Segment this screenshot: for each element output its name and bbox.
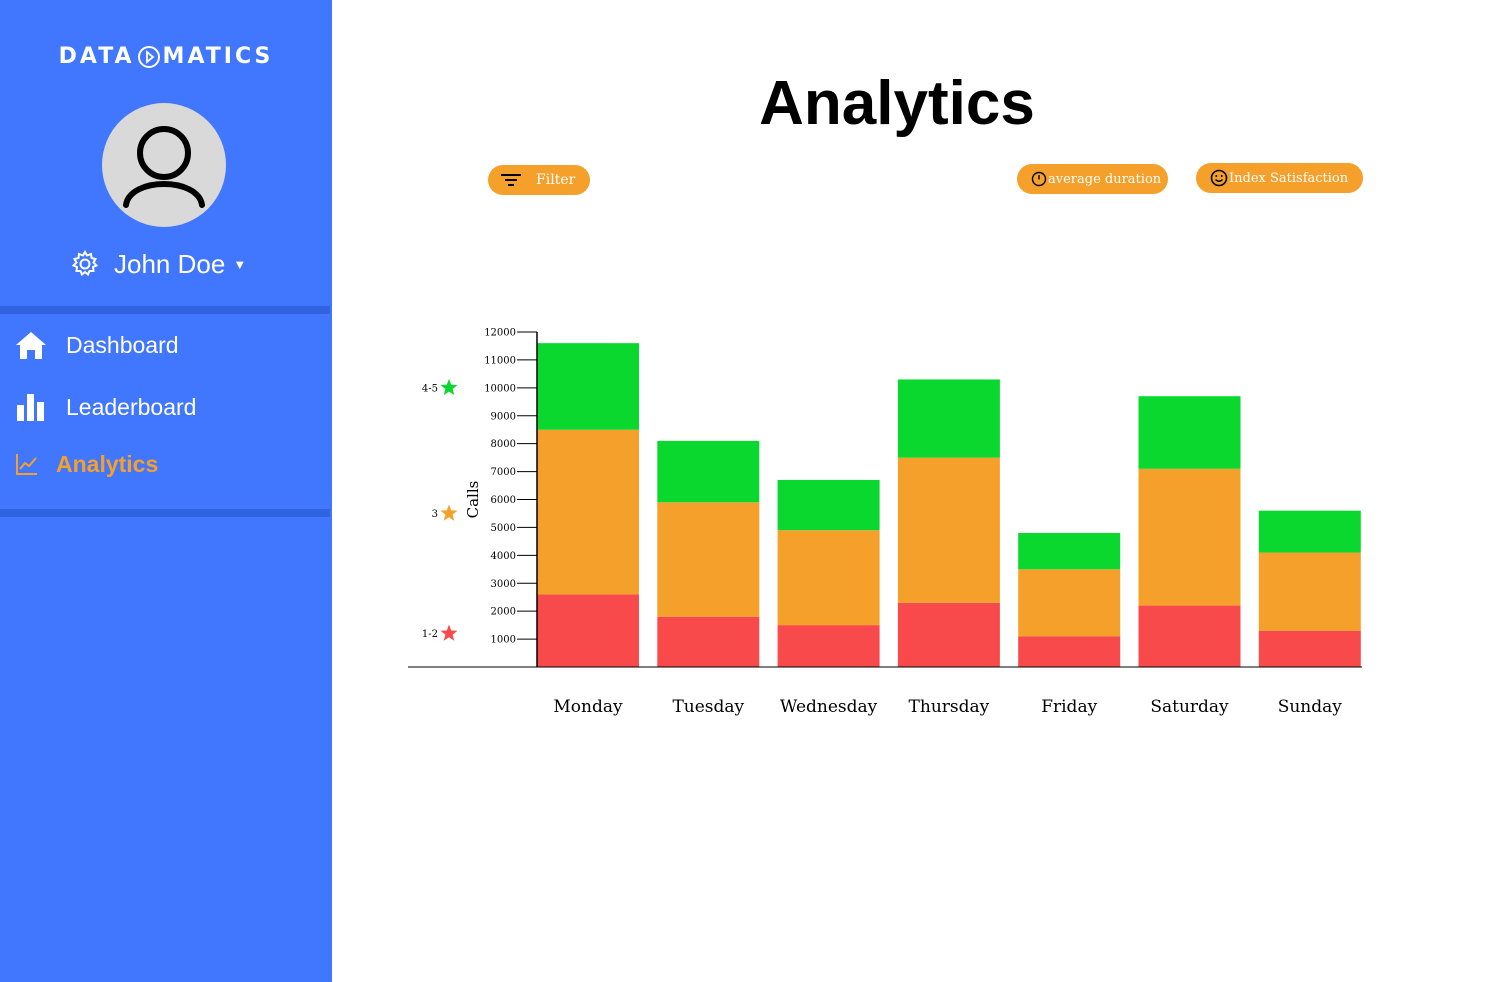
y-tick-label: 7000 (491, 467, 516, 478)
bar-segment (1018, 569, 1121, 637)
logo-play-icon (137, 45, 161, 75)
bar-segment (657, 440, 760, 503)
bar-segment (1018, 533, 1121, 570)
average-duration-button[interactable]: average duration (1017, 164, 1168, 194)
y-tick-label: 3000 (491, 579, 516, 590)
y-tick-label: 10000 (484, 383, 516, 394)
bar-segment (897, 457, 1000, 603)
line-chart-icon (14, 447, 40, 481)
gear-icon[interactable] (70, 249, 100, 279)
bar-segment (777, 479, 880, 531)
star-icon (440, 504, 458, 521)
y-tick-label: 6000 (491, 495, 516, 506)
x-tick-label: Tuesday (672, 697, 744, 717)
star-icon (440, 378, 458, 396)
bar-segment (1258, 552, 1361, 631)
user-icon (123, 126, 205, 208)
sidebar-divider-bottom (0, 509, 330, 517)
index-satisfaction-button[interactable]: Index Satisfaction (1196, 163, 1363, 193)
y-axis-label: Calls (464, 481, 482, 519)
y-tick-label: 2000 (491, 607, 516, 618)
x-tick-label: Sunday (1278, 697, 1343, 717)
y-tick-label: 9000 (491, 411, 516, 422)
y-tick-label: 12000 (484, 328, 516, 339)
x-tick-label: Thursday (909, 697, 990, 717)
rating-legend-label: 4-5 (422, 383, 438, 394)
x-tick-label: Monday (553, 697, 623, 717)
logo-text-right: MATICS (162, 44, 274, 69)
filter-button[interactable]: Filter (488, 165, 590, 195)
bar-segment (657, 502, 760, 617)
bar-segment (1138, 468, 1241, 606)
bar-segment (537, 594, 639, 667)
logo: DATA MATICS (0, 44, 332, 75)
index-satisfaction-label: Index Satisfaction (1229, 170, 1349, 186)
filter-button-label: Filter (536, 172, 576, 188)
bar-segment (777, 625, 880, 667)
star-icon (440, 624, 458, 641)
caret-down-icon[interactable]: ▼ (233, 256, 247, 272)
bar-segment (657, 616, 760, 667)
bar-segment (1138, 605, 1241, 667)
bar-segment (1138, 396, 1241, 469)
x-tick-label: Wednesday (780, 697, 878, 717)
logo-text-left: DATA (58, 44, 135, 69)
sidebar-item-label: Analytics (56, 450, 159, 477)
calls-stacked-bar-chart: Monday Tuesday Wednesday Thursday Friday Satu… (408, 328, 1362, 717)
x-tick-label: Saturday (1150, 697, 1229, 717)
sidebar-item-analytics[interactable]: Analytics (14, 444, 158, 484)
page-title: Analytics (759, 69, 1035, 138)
y-tick-label: 4000 (491, 551, 516, 562)
user-menu[interactable]: John Doe ▼ (70, 246, 246, 282)
average-duration-label: average duration (1048, 171, 1162, 187)
home-icon (14, 328, 48, 362)
bar-segment (537, 429, 639, 595)
y-tick-label: 5000 (491, 523, 516, 534)
sidebar: DATA MATICS John Doe ▼ Dashboard Leaderbo… (0, 0, 332, 982)
sidebar-item-leaderboard[interactable]: Leaderboard (14, 387, 196, 427)
bar-segment (1018, 636, 1121, 667)
rating-legend-label: 1-2 (422, 629, 438, 640)
sidebar-item-label: Leaderboard (66, 393, 197, 420)
filter-icon (501, 174, 521, 186)
smiley-icon (1210, 169, 1228, 187)
bar-chart-icon (14, 390, 48, 424)
rating-legend-label: 3 (432, 509, 438, 520)
timer-icon (1031, 171, 1047, 187)
bar-segment (897, 602, 1000, 667)
user-name: John Doe (114, 248, 226, 279)
y-tick-label: 11000 (484, 355, 516, 366)
bar-segment (537, 343, 639, 430)
bar-segment (897, 379, 1000, 458)
y-tick-label: 8000 (491, 439, 516, 450)
sidebar-item-dashboard[interactable]: Dashboard (14, 325, 179, 365)
bar-segment (1258, 510, 1361, 553)
x-tick-label: Friday (1041, 697, 1097, 717)
sidebar-item-label: Dashboard (66, 331, 179, 358)
y-tick-label: 1000 (491, 635, 516, 646)
bar-segment (1258, 630, 1361, 667)
bar-segment (777, 530, 880, 626)
sidebar-divider-top (0, 306, 330, 314)
avatar[interactable] (102, 103, 226, 227)
